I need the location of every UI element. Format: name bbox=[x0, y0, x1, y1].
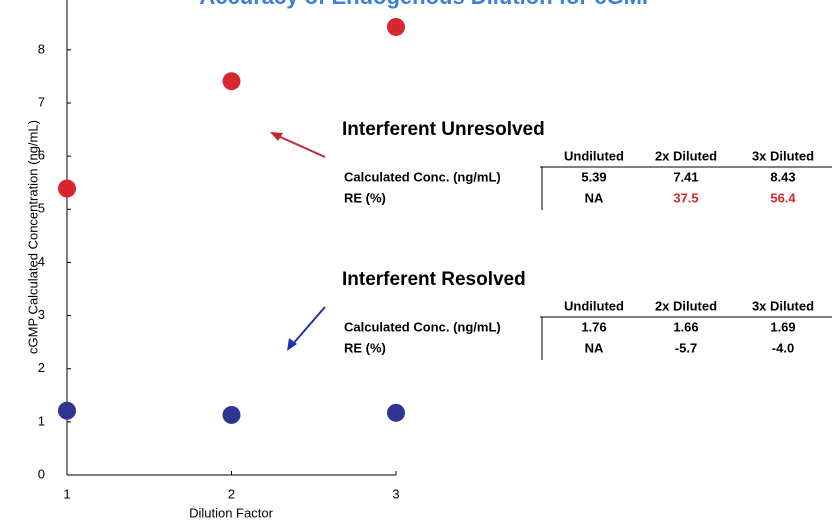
column-header: Undiluted bbox=[564, 298, 624, 313]
arrow-head bbox=[287, 338, 297, 351]
table-title: Interferent Unresolved bbox=[342, 119, 545, 140]
x-tick-label: 1 bbox=[63, 486, 70, 501]
point bbox=[222, 72, 241, 91]
chart-title: Accuracy of Endogenous Dilution for cGMP bbox=[199, 0, 656, 9]
table-cell: 7.41 bbox=[673, 169, 698, 184]
row-label: RE (%) bbox=[344, 190, 386, 205]
column-header: Undiluted bbox=[564, 148, 624, 163]
point bbox=[58, 401, 76, 420]
table-cell: -5.7 bbox=[675, 340, 697, 355]
table-cell: 1.76 bbox=[581, 319, 606, 334]
column-header: 2x Diluted bbox=[655, 298, 717, 313]
y-tick-label: 8 bbox=[38, 41, 45, 56]
row-label: RE (%) bbox=[344, 340, 386, 355]
table-cell: NA bbox=[585, 190, 604, 205]
y-tick-label: 7 bbox=[38, 94, 45, 109]
table-cell: -4.0 bbox=[772, 340, 794, 355]
table-cell: 56.4 bbox=[770, 190, 796, 205]
x-tick-label: 3 bbox=[392, 486, 399, 501]
y-tick-label: 6 bbox=[38, 148, 45, 163]
y-tick-label: 3 bbox=[38, 307, 45, 322]
table-title: Interferent Resolved bbox=[342, 269, 526, 290]
y-tick-label: 1 bbox=[38, 413, 45, 428]
table-cell: NA bbox=[585, 340, 604, 355]
arrow bbox=[291, 306, 326, 346]
arrow-head bbox=[270, 132, 283, 141]
y-tick-label: 2 bbox=[38, 360, 45, 375]
column-header: 3x Diluted bbox=[752, 148, 814, 163]
column-header: 3x Diluted bbox=[752, 298, 814, 313]
point bbox=[387, 403, 405, 422]
y-tick-label: 5 bbox=[38, 201, 45, 216]
table-cell: 5.39 bbox=[581, 169, 606, 184]
table-cell: 1.66 bbox=[673, 319, 698, 334]
table-cell: 37.5 bbox=[673, 190, 698, 205]
arrow bbox=[275, 134, 326, 158]
y-tick-label: 4 bbox=[38, 254, 45, 269]
column-header: 2x Diluted bbox=[655, 148, 717, 163]
point bbox=[58, 179, 76, 198]
point bbox=[222, 405, 241, 424]
table-cell: 8.43 bbox=[770, 169, 795, 184]
row-label: Calculated Conc. (ng/mL) bbox=[344, 169, 501, 184]
table-cell: 1.69 bbox=[770, 319, 795, 334]
y-axis-label: cGMP Calculated Concentration (ng/mL) bbox=[25, 120, 40, 354]
row-label: Calculated Conc. (ng/mL) bbox=[344, 319, 501, 334]
x-axis-label: Dilution Factor bbox=[189, 505, 273, 520]
x-tick-label: 2 bbox=[228, 486, 235, 501]
point bbox=[387, 17, 405, 36]
y-tick-label: 0 bbox=[38, 466, 45, 481]
